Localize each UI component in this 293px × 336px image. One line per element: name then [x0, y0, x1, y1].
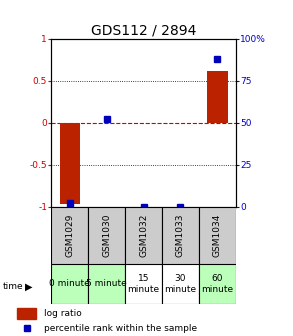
Text: log ratio: log ratio — [44, 309, 82, 318]
Text: GSM1032: GSM1032 — [139, 213, 148, 257]
Text: 0 minute: 0 minute — [49, 280, 90, 288]
Bar — [162, 207, 199, 264]
Text: ▶: ▶ — [25, 281, 33, 291]
Bar — [162, 264, 199, 304]
Text: GSM1029: GSM1029 — [65, 213, 74, 257]
Bar — [51, 264, 88, 304]
Bar — [125, 264, 162, 304]
Text: GSM1033: GSM1033 — [176, 213, 185, 257]
Text: 30
minute: 30 minute — [164, 274, 197, 294]
Bar — [199, 207, 236, 264]
Text: 15
minute: 15 minute — [127, 274, 160, 294]
Bar — [207, 71, 228, 123]
Bar — [88, 207, 125, 264]
Text: 5 minute: 5 minute — [86, 280, 127, 288]
Bar — [199, 264, 236, 304]
Bar — [17, 308, 36, 319]
Text: GSM1034: GSM1034 — [213, 213, 222, 257]
Text: 60
minute: 60 minute — [201, 274, 234, 294]
Text: time: time — [3, 282, 23, 291]
Text: percentile rank within the sample: percentile rank within the sample — [44, 324, 197, 333]
Bar — [51, 207, 88, 264]
Bar — [125, 207, 162, 264]
Text: GSM1030: GSM1030 — [102, 213, 111, 257]
Bar — [59, 123, 80, 204]
Title: GDS112 / 2894: GDS112 / 2894 — [91, 24, 196, 38]
Bar — [88, 264, 125, 304]
